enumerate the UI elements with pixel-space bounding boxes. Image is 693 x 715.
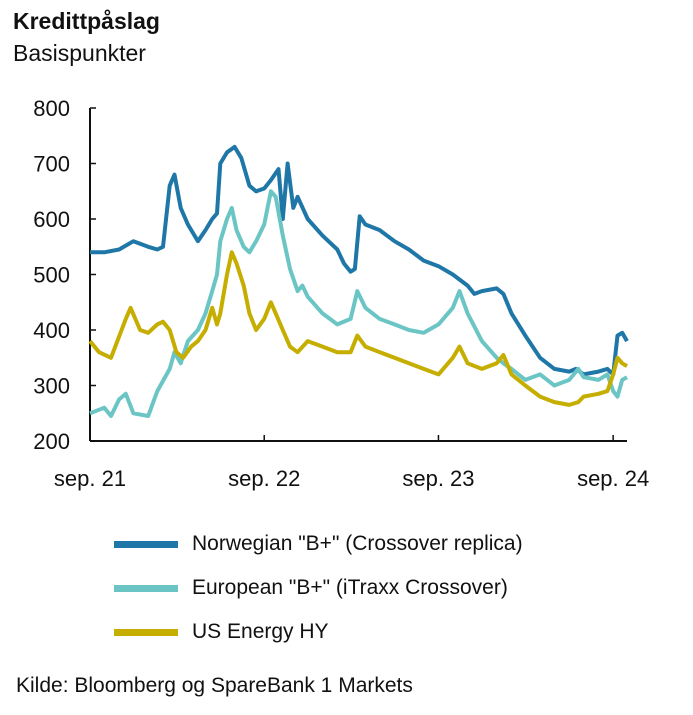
y-tick-label: 500 [33, 263, 70, 288]
legend-item-european: European "B+" (iTraxx Crossover) [114, 566, 523, 610]
y-tick-label: 200 [33, 429, 70, 454]
y-tick-label: 700 [33, 152, 70, 177]
x-tick-label: sep. 21 [54, 466, 126, 491]
x-tick-label: sep. 23 [402, 466, 474, 491]
y-tick-label: 600 [33, 207, 70, 232]
line-chart: 200 300 400 500 600 700 800 sep. 21 sep. 22 sep. … [33, 96, 649, 491]
y-tick-label: 400 [33, 318, 70, 343]
legend-label-european: European "B+" (iTraxx Crossover) [192, 576, 508, 599]
x-tick-label: sep. 22 [228, 466, 300, 491]
y-tick-label: 800 [33, 96, 70, 121]
chart-subtitle: Basispunkter [13, 40, 146, 66]
legend-label-norwegian: Norwegian "B+" (Crossover replica) [192, 532, 523, 555]
legend-swatch-us-energy [114, 628, 178, 636]
y-tick-label: 300 [33, 374, 70, 399]
legend-label-us-energy: US Energy HY [192, 620, 329, 643]
chart-title: Kredittpåslag [13, 8, 160, 34]
legend-item-us-energy: US Energy HY [114, 610, 523, 654]
x-tick-label: sep. 24 [577, 466, 649, 491]
series-line-1 [89, 189, 628, 418]
series-lines [88, 144, 629, 418]
legend: Norwegian "B+" (Crossover replica) Europ… [114, 522, 523, 654]
legend-swatch-norwegian [114, 540, 178, 548]
axes: 200 300 400 500 600 700 800 sep. 21 sep. 22 sep. … [33, 96, 649, 491]
legend-swatch-european [114, 584, 178, 592]
series-line-2 [88, 250, 629, 407]
legend-item-norwegian: Norwegian "B+" (Crossover replica) [114, 522, 523, 566]
source-note: Kilde: Bloomberg og SpareBank 1 Markets [16, 674, 413, 697]
series-line-0 [90, 144, 629, 377]
